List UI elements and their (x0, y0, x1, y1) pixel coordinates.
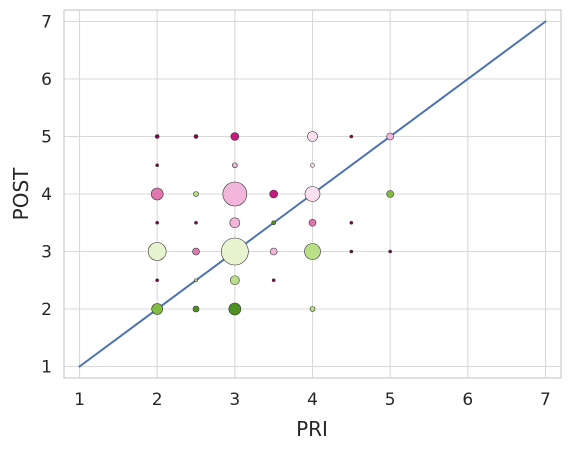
y-axis-label: POST (9, 167, 33, 220)
scatter-point (309, 306, 316, 312)
scatter-point (151, 303, 163, 315)
scatter-point (194, 220, 198, 225)
plot-frame (63, 9, 562, 379)
scatter-point (388, 249, 392, 254)
y-tick-label: 3 (41, 243, 52, 263)
y-tick-label: 4 (41, 185, 52, 205)
y-tick-label: 2 (41, 300, 52, 320)
scatter-point (386, 132, 394, 141)
scatter-point (307, 131, 318, 142)
scatter-point (349, 249, 354, 254)
x-tick-label: 2 (152, 390, 163, 410)
scatter-point (147, 242, 167, 261)
y-tick-label: 7 (41, 13, 52, 33)
y-tick-label: 1 (41, 358, 52, 378)
scatter-point (193, 191, 199, 197)
scatter-point (349, 134, 354, 139)
scatter-point (154, 134, 160, 139)
scatter-point (269, 247, 278, 256)
scatter-point (150, 187, 164, 201)
y-tick-label: 5 (41, 128, 52, 148)
x-tick-label: 5 (385, 390, 396, 410)
scatter-point (194, 278, 198, 283)
scatter-point (222, 181, 248, 207)
scatter-point (232, 162, 238, 169)
x-tick-label: 6 (462, 390, 473, 410)
scatter-point (155, 220, 159, 225)
scatter-point (229, 217, 241, 229)
x-axis-label: PRI (296, 417, 328, 441)
points-layer (147, 131, 394, 316)
scatter-point (193, 134, 199, 139)
x-tick-label: 1 (74, 390, 85, 410)
scatter-point (271, 278, 276, 283)
x-tick-label: 3 (229, 390, 240, 410)
scatter-point (155, 163, 159, 168)
x-tick-label: 4 (307, 390, 318, 410)
scatter-point (230, 132, 240, 141)
scatter-point (269, 189, 278, 199)
scatter-point (349, 220, 354, 225)
y-tick-label: 6 (41, 70, 52, 90)
scatter-point (192, 247, 200, 256)
scatter-point (308, 218, 317, 227)
scatter-point (155, 278, 159, 283)
scatter-point (310, 162, 315, 168)
scatter-point (386, 190, 394, 198)
scatter-point (304, 243, 321, 260)
scatter-point (221, 237, 249, 266)
scatter-point (304, 186, 321, 202)
scatter-point (192, 305, 200, 313)
scatter-point (228, 302, 242, 316)
x-tick-label: 7 (540, 390, 551, 410)
scatter-point (271, 220, 276, 226)
scatter-point (230, 275, 240, 286)
tick-labels: 1 2 3 4 5 6 7 1 2 3 4 5 6 7 (41, 13, 551, 411)
